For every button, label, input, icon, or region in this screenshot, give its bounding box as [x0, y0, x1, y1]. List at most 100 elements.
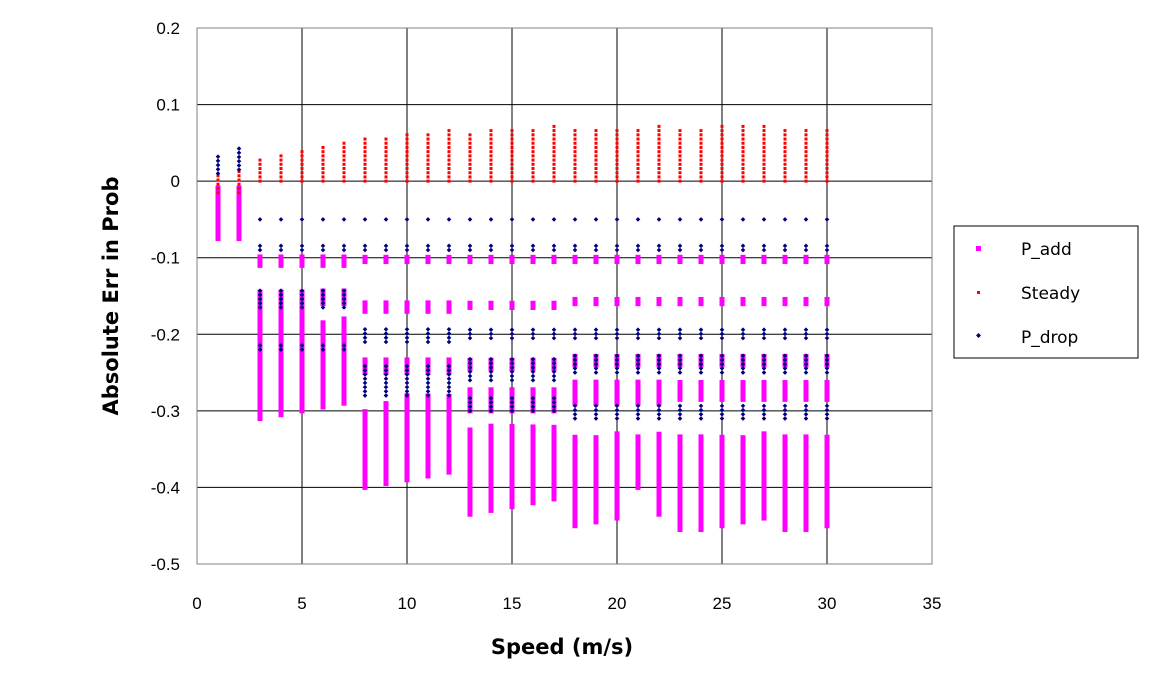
- data-point: [236, 227, 242, 233]
- data-point: [425, 435, 431, 441]
- data-point: [656, 327, 662, 332]
- data-point: [300, 154, 304, 158]
- data-point: [677, 357, 683, 363]
- data-point: [782, 484, 788, 490]
- data-point: [762, 158, 766, 162]
- data-point: [530, 479, 536, 485]
- data-point: [698, 434, 704, 440]
- data-point: [699, 179, 703, 183]
- data-point: [677, 522, 683, 528]
- data-point: [404, 300, 410, 306]
- data-point: [824, 366, 830, 371]
- data-point: [740, 412, 746, 417]
- data-point: [762, 154, 766, 158]
- data-point: [236, 193, 242, 199]
- data-point: [782, 459, 788, 465]
- data-point: [593, 485, 599, 491]
- data-point: [467, 435, 473, 441]
- data-point: [278, 395, 284, 401]
- data-point: [762, 129, 766, 133]
- data-point: [383, 393, 389, 398]
- data-point: [761, 353, 767, 359]
- data-point: [215, 154, 221, 159]
- data-point: [530, 491, 536, 497]
- data-point: [719, 357, 725, 363]
- data-point: [698, 463, 704, 469]
- data-point: [258, 158, 262, 162]
- data-point: [677, 370, 683, 375]
- data-point: [593, 416, 599, 421]
- data-point: [783, 158, 787, 162]
- data-point: [594, 171, 598, 175]
- data-point: [278, 353, 284, 359]
- data-point: [299, 399, 305, 405]
- data-point: [803, 468, 809, 474]
- data-point: [572, 361, 578, 367]
- data-point: [657, 150, 661, 154]
- data-point: [593, 519, 599, 525]
- data-point: [468, 162, 472, 166]
- data-point: [467, 373, 473, 379]
- data-point: [572, 396, 578, 402]
- data-point: [404, 363, 410, 369]
- data-point: [762, 175, 766, 179]
- data-point: [572, 447, 578, 453]
- data-point: [489, 154, 493, 158]
- y-tick-label: 0.1: [156, 96, 180, 115]
- data-point: [467, 473, 473, 479]
- data-point: [215, 193, 221, 199]
- data-point: [719, 464, 725, 470]
- data-point: [236, 223, 242, 229]
- data-point: [299, 336, 305, 342]
- data-point: [467, 444, 473, 450]
- data-point: [278, 412, 284, 418]
- data-point: [656, 243, 662, 249]
- data-point: [404, 464, 410, 470]
- data-point: [362, 259, 368, 265]
- plot-area: [197, 28, 932, 564]
- data-point: [426, 154, 430, 158]
- plot-border: [196, 27, 933, 565]
- data-point: [614, 366, 620, 371]
- data-point: [320, 247, 326, 253]
- data-point: [782, 455, 788, 461]
- x-tick-label: 5: [297, 594, 306, 613]
- data-point: [677, 447, 683, 453]
- data-point: [447, 137, 451, 141]
- data-point: [824, 416, 830, 421]
- data-point: [698, 357, 704, 363]
- data-point: [656, 335, 662, 341]
- data-point: [614, 498, 620, 504]
- data-point: [467, 356, 473, 362]
- data-point: [698, 335, 704, 341]
- data-point: [509, 377, 515, 383]
- data-point: [405, 167, 409, 171]
- data-point: [467, 494, 473, 500]
- data-point: [614, 254, 620, 260]
- data-point: [509, 335, 515, 341]
- data-point: [740, 353, 746, 359]
- data-point: [698, 384, 704, 390]
- data-point: [342, 162, 346, 166]
- data-point: [573, 137, 577, 141]
- data-point: [383, 384, 389, 390]
- data-point: [740, 327, 746, 332]
- data-point: [677, 243, 683, 249]
- data-point: [782, 407, 788, 413]
- data-point: [278, 296, 284, 302]
- data-point: [761, 452, 767, 458]
- data-point: [719, 392, 725, 398]
- data-point: [530, 356, 536, 362]
- data-point: [530, 428, 536, 434]
- data-point: [216, 186, 220, 190]
- data-point: [551, 496, 557, 502]
- data-point: [720, 133, 724, 137]
- data-point: [278, 357, 284, 363]
- data-point: [741, 154, 745, 158]
- data-point: [656, 494, 662, 500]
- data-point: [698, 480, 704, 486]
- data-point: [782, 510, 788, 516]
- data-point: [593, 247, 599, 253]
- data-point: [719, 447, 725, 453]
- data-point: [278, 310, 284, 316]
